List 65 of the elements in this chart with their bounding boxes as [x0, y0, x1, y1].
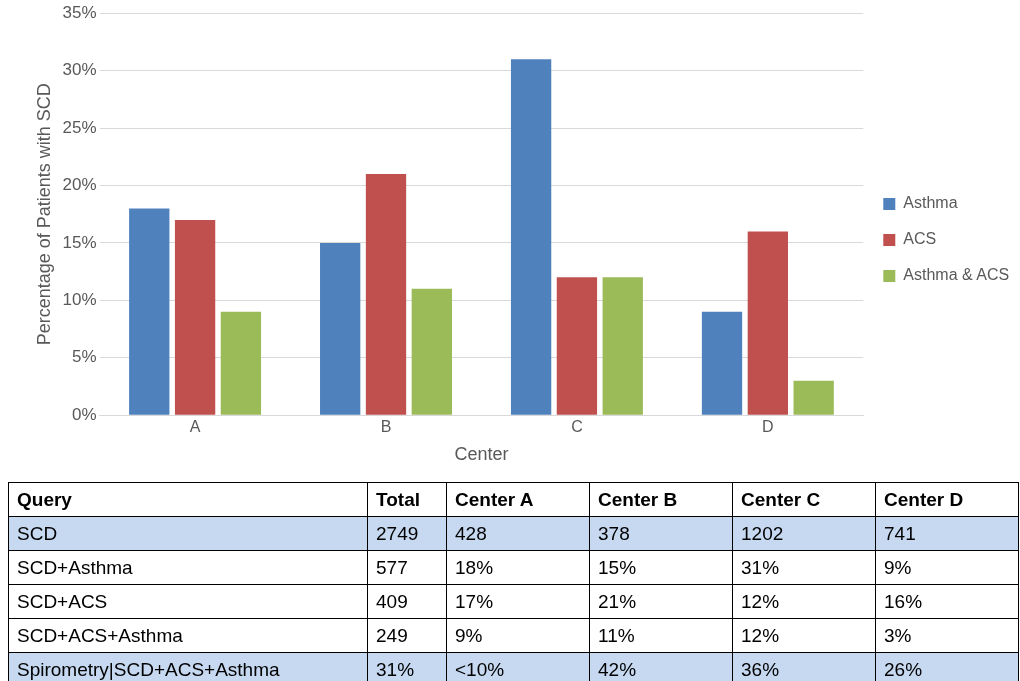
text: 577 — [376, 556, 408, 578]
y-tick-label: 25% — [62, 117, 97, 137]
y-tick-label: 10% — [62, 290, 97, 310]
category-label: SCD+Asthma — [17, 556, 133, 578]
legend-label: Asthma & ACS — [903, 266, 1010, 284]
text: 42% — [598, 658, 637, 680]
text: 31% — [376, 658, 415, 680]
text: 1202 — [741, 522, 784, 544]
bar — [602, 277, 643, 415]
legend-label: Asthma — [903, 194, 958, 212]
category-label: Center C — [732, 482, 876, 517]
text: 11% — [598, 624, 635, 646]
text: 17% — [455, 590, 494, 612]
text: 378 — [598, 522, 630, 544]
text: 9% — [455, 624, 483, 646]
text: 26% — [884, 658, 923, 680]
y-tick-label: 20% — [62, 175, 97, 195]
bar — [793, 380, 834, 415]
legend-label: ACS — [903, 230, 937, 248]
text: 18% — [455, 556, 494, 578]
text: 15% — [598, 556, 637, 578]
bar — [556, 277, 598, 415]
bar — [174, 219, 216, 415]
bar — [411, 288, 452, 415]
category-label: Center A — [446, 482, 590, 517]
text: 12% — [741, 624, 780, 646]
y-tick-label: 30% — [62, 60, 97, 80]
text: 9% — [884, 556, 912, 578]
text: 3% — [884, 624, 912, 646]
y-tick-label: 35% — [62, 2, 97, 22]
x-tick-label: B — [380, 418, 392, 436]
x-tick-label: C — [571, 418, 583, 436]
text: 36% — [741, 658, 780, 680]
category-label: Center D — [875, 482, 1019, 517]
category-label: Total — [367, 482, 447, 517]
bar — [747, 231, 788, 415]
x-tick-label: A — [189, 418, 201, 436]
text: 249 — [376, 624, 408, 646]
category-label: Center B — [589, 482, 733, 517]
text: 409 — [376, 590, 408, 612]
category-label: SCD — [17, 522, 58, 544]
text: 741 — [884, 522, 916, 544]
text: 12% — [741, 590, 780, 612]
y-tick-label: 15% — [62, 232, 97, 252]
text: 16% — [884, 590, 923, 612]
bar — [701, 311, 743, 415]
bar — [220, 311, 262, 415]
y-tick-label: 0% — [72, 404, 97, 424]
text: 2749 — [376, 522, 419, 544]
category-label: SCD+ACS+Asthma — [17, 624, 183, 646]
text: 31% — [741, 556, 780, 578]
category-label: Spirometry|SCD+ACS+Asthma — [17, 658, 280, 680]
text: <10% — [455, 658, 505, 680]
y-tick-label: 5% — [72, 347, 97, 367]
text: 21% — [598, 590, 637, 612]
x-tick-label: D — [762, 418, 774, 436]
bar — [510, 59, 552, 415]
text: Query — [8, 482, 368, 517]
bar — [129, 208, 170, 415]
x-axis-title: Center — [454, 444, 509, 465]
bar — [365, 174, 407, 415]
y-axis-title: Percentage of Patients with SCD — [33, 83, 54, 346]
bar — [320, 242, 361, 415]
category-label: SCD+ACS — [17, 590, 108, 612]
text: 428 — [455, 522, 487, 544]
